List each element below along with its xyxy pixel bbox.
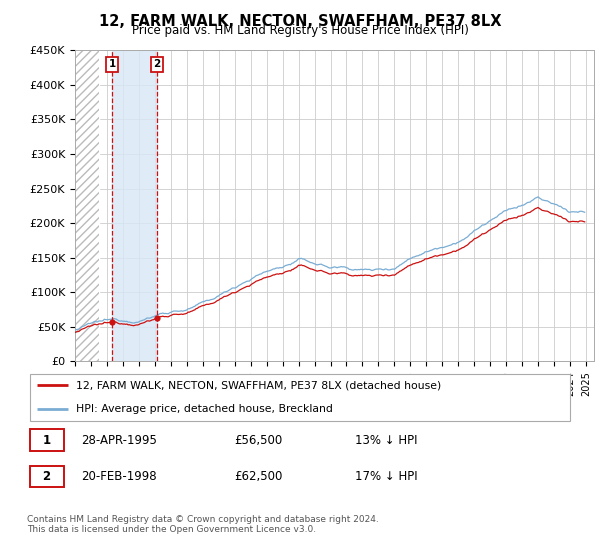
Text: 2: 2 (43, 470, 51, 483)
Text: £62,500: £62,500 (235, 470, 283, 483)
FancyBboxPatch shape (30, 375, 570, 421)
Text: 1: 1 (43, 433, 51, 446)
Text: 1: 1 (109, 59, 116, 69)
Text: Contains HM Land Registry data © Crown copyright and database right 2024.: Contains HM Land Registry data © Crown c… (27, 515, 379, 524)
Text: 28-APR-1995: 28-APR-1995 (82, 433, 157, 446)
FancyBboxPatch shape (30, 429, 64, 451)
Text: 12, FARM WALK, NECTON, SWAFFHAM, PE37 8LX: 12, FARM WALK, NECTON, SWAFFHAM, PE37 8L… (99, 14, 501, 29)
Text: £56,500: £56,500 (235, 433, 283, 446)
Text: 2: 2 (153, 59, 161, 69)
Bar (75, 50, 99, 361)
Text: This data is licensed under the Open Government Licence v3.0.: This data is licensed under the Open Gov… (27, 525, 316, 534)
Text: 17% ↓ HPI: 17% ↓ HPI (355, 470, 417, 483)
FancyBboxPatch shape (30, 465, 64, 487)
Bar (112, 50, 157, 361)
Text: 13% ↓ HPI: 13% ↓ HPI (355, 433, 417, 446)
Text: Price paid vs. HM Land Registry's House Price Index (HPI): Price paid vs. HM Land Registry's House … (131, 24, 469, 37)
Bar (75, 50, 99, 361)
Text: HPI: Average price, detached house, Breckland: HPI: Average price, detached house, Brec… (76, 404, 333, 414)
Text: 20-FEB-1998: 20-FEB-1998 (82, 470, 157, 483)
Text: 12, FARM WALK, NECTON, SWAFFHAM, PE37 8LX (detached house): 12, FARM WALK, NECTON, SWAFFHAM, PE37 8L… (76, 380, 442, 390)
